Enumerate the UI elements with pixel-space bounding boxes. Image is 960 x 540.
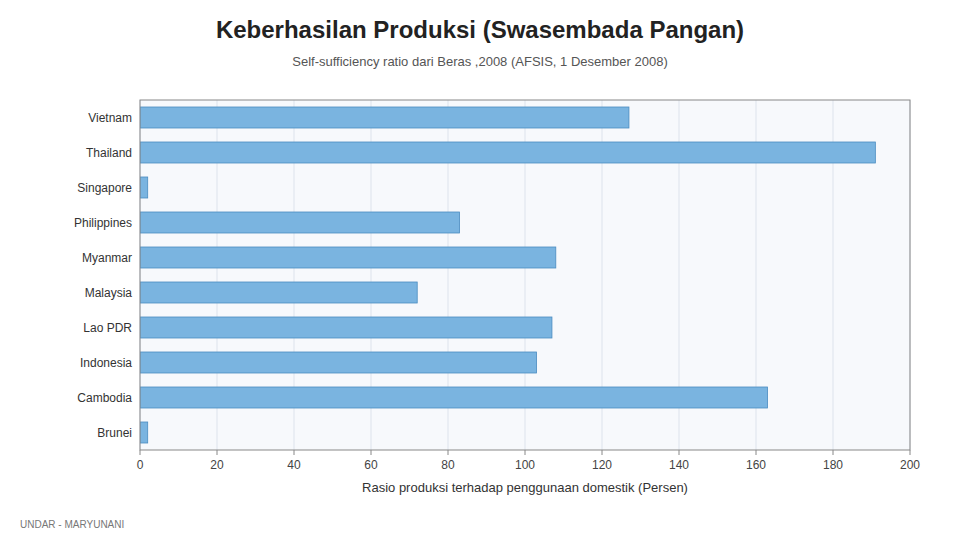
category-label: Singapore [77,181,132,195]
plot-frame [140,100,910,450]
category-label: Lao PDR [83,321,132,335]
tick-mark [294,450,295,455]
tick-mark [833,450,834,455]
category-label: Cambodia [77,391,132,405]
category-label: Brunei [97,426,132,440]
tick-label: 200 [900,458,920,472]
bar [140,422,148,443]
bar [140,177,148,198]
subtitle: Self-sufficiency ratio dari Beras ,2008 … [292,54,668,69]
bar [140,387,768,408]
footer: UNDAR - MARYUNANI [20,519,124,530]
tick-label: 20 [210,458,224,472]
tick-label: 40 [287,458,301,472]
tick-mark [448,450,449,455]
chart-container: Keberhasilan Produksi (Swasembada Pangan… [0,0,960,540]
tick-mark [910,450,911,455]
bar [140,282,417,303]
category-label: Philippines [74,216,132,230]
category-label: Thailand [86,146,132,160]
tick-mark [602,450,603,455]
plot-background [140,100,910,450]
category-label: Vietnam [88,111,132,125]
tick-label: 120 [592,458,612,472]
tick-mark [371,450,372,455]
tick-label: 60 [364,458,378,472]
bars [140,107,875,443]
tick-label: 140 [669,458,689,472]
category-label: Myanmar [82,251,132,265]
chart-svg: Keberhasilan Produksi (Swasembada Pangan… [0,0,960,540]
category-label: Indonesia [80,356,132,370]
bar [140,142,875,163]
tick-mark [756,450,757,455]
grid [140,100,910,450]
tick-label: 100 [515,458,535,472]
tick-label: 80 [441,458,455,472]
tick-mark [140,450,141,455]
tick-mark [525,450,526,455]
x-axis-label: Rasio produksi terhadap penggunaan domes… [362,480,688,495]
bar [140,212,460,233]
bar [140,247,556,268]
category-label: Malaysia [85,286,133,300]
tick-label: 0 [137,458,144,472]
tick-label: 160 [746,458,766,472]
tick-mark [217,450,218,455]
y-axis: Vietnam Thailand Singapore Philippines Myanm… [74,111,132,440]
tick-mark [679,450,680,455]
x-axis: 0 20 40 60 80 100 120 140 160 180 200 [137,450,921,472]
bar [140,107,629,128]
title: Keberhasilan Produksi (Swasembada Pangan… [216,16,744,43]
bar [140,352,537,373]
tick-label: 180 [823,458,843,472]
bar [140,317,552,338]
